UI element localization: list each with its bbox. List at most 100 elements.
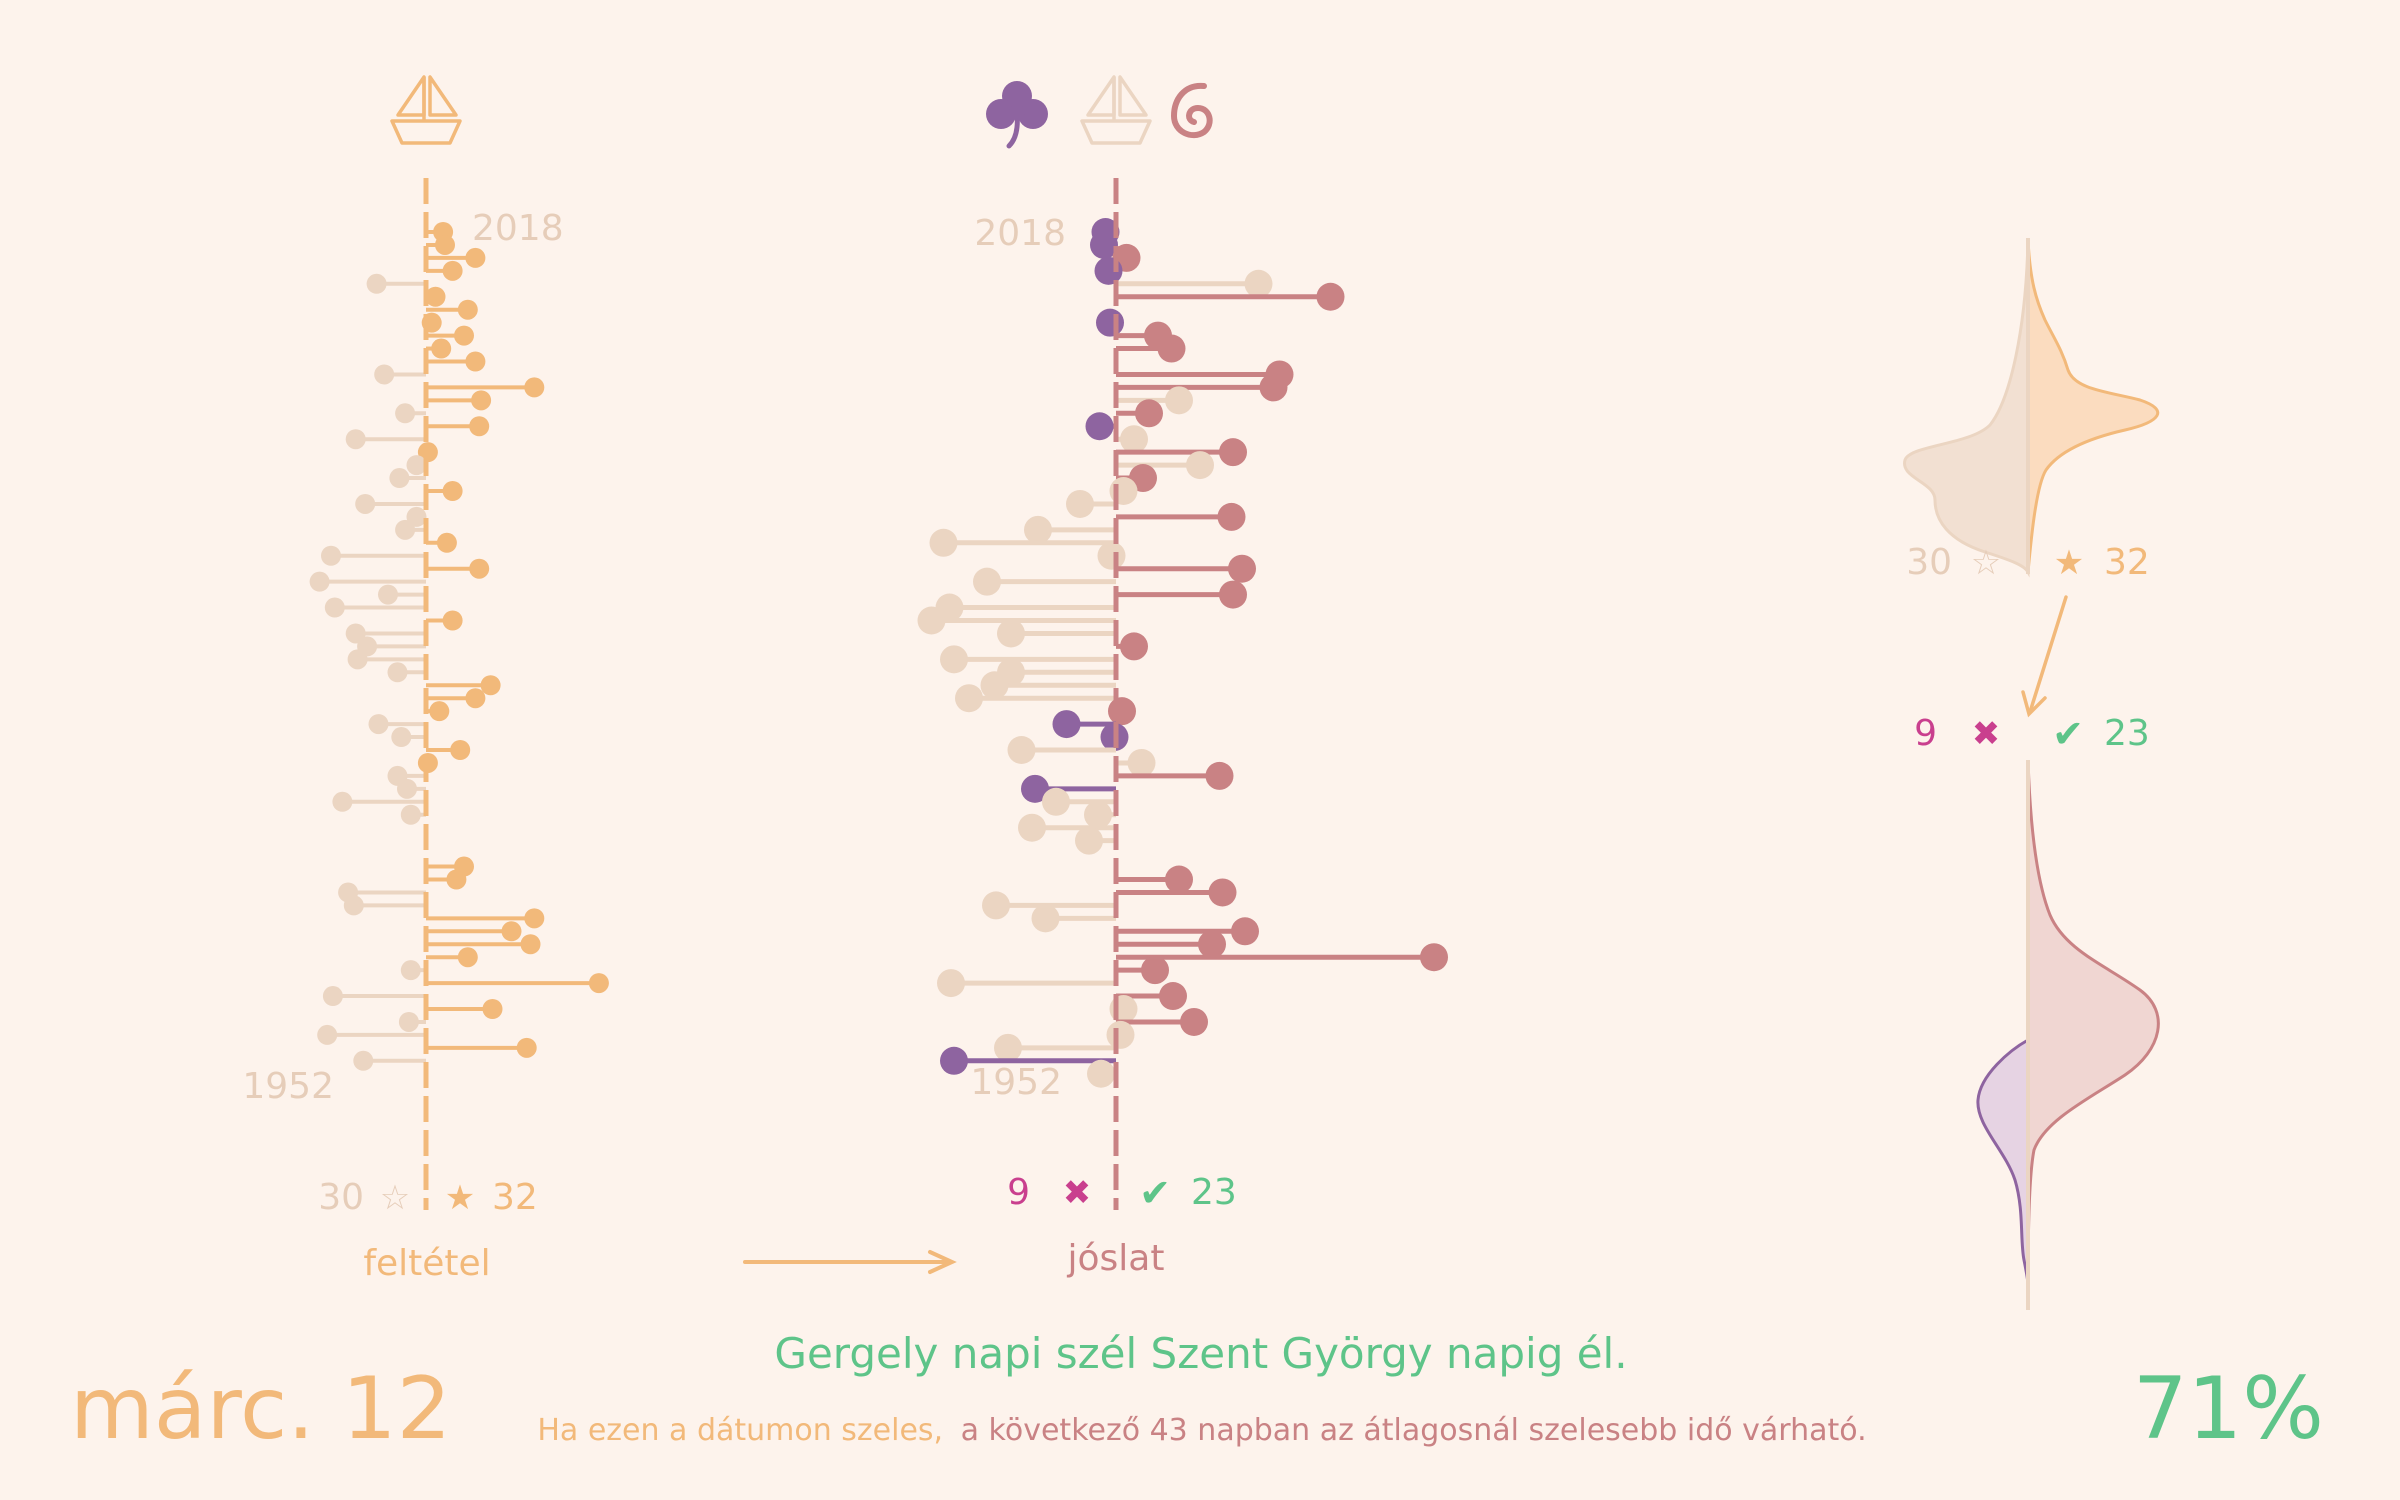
spiral-wind-icon (1170, 82, 1213, 139)
lollipop-point-2006 (1259, 373, 1288, 402)
lollipop-point-2002 (345, 429, 366, 450)
lollipop-point-1974 (332, 791, 353, 812)
lollipop-point-1956 (1106, 1020, 1135, 1049)
prediction-panel: 2018 1952 9 ✖ ✔ 23 jóslat (917, 178, 1448, 1279)
lollipop-point-1971 (1075, 826, 1103, 855)
lollipop-point-1978 (450, 740, 471, 760)
lollipop-point-1996 (1217, 502, 1246, 531)
lollipop-point-1968 (446, 869, 467, 890)
star-empty-icon: ☆ (380, 1178, 410, 1218)
lollipop-point-1995 (1024, 515, 1052, 544)
explanation-condition: Ha ezen a dátumon szeles, (537, 1413, 943, 1448)
lollipop-point-2007 (374, 364, 395, 385)
lollipop-point-1992 (1228, 554, 1256, 583)
lollipop-point-1977 (1127, 748, 1156, 777)
lollipop-point-2003 (1085, 412, 1114, 441)
lollipop-point-2010 (454, 325, 474, 346)
lollipop-point-1987 (345, 623, 366, 644)
lollipop-point-1973 (1084, 800, 1112, 829)
lollipop-point-1981 (429, 701, 450, 722)
lollipop-point-1955 (516, 1037, 537, 1058)
wrong-mark-icon: ✖ (1972, 714, 2001, 754)
correct-mark-icon: ✔ (2052, 712, 2084, 756)
lollipop-point-1981 (1108, 697, 1136, 726)
lollipop-point-2001 (1219, 438, 1247, 467)
lollipop-point-2000 (1186, 451, 1214, 480)
lollipop-point-2006 (524, 377, 545, 398)
lollipop-point-1957 (398, 1011, 419, 1032)
lollipop-point-1957 (1180, 1007, 1208, 1036)
lollipop-point-2002 (1120, 425, 1148, 454)
accuracy-value: 71% (2133, 1359, 2324, 1459)
lollipop-point-2017 (1090, 230, 1118, 259)
lollipop-point-1958 (482, 999, 503, 1019)
lollipop-point-1961 (1141, 956, 1169, 985)
lollipop-point-1954 (940, 1046, 968, 1075)
lollipop-point-1988 (917, 606, 946, 635)
lollipop-point-2003 (469, 416, 490, 437)
sailboat-icon (1080, 75, 1152, 145)
lollipop-point-2008 (465, 351, 486, 372)
lollipop-point-2005 (471, 390, 492, 411)
lollipop-point-1994 (436, 532, 457, 553)
lollipop-point-1965 (1031, 904, 1060, 933)
lollipop-point-2013 (425, 286, 446, 307)
windy-count: 32 (492, 1177, 538, 1218)
lollipop-point-2017 (435, 234, 455, 255)
lollipop-point-1983 (480, 675, 501, 696)
lollipop-point-1990 (378, 584, 398, 605)
lollipop-point-1988 (442, 610, 463, 631)
lollipop-point-1972 (1018, 813, 1046, 842)
year-bottom-label: 1952 (242, 1066, 334, 1107)
prediction-success-density (2026, 759, 2160, 1286)
lollipop-point-1995 (395, 519, 416, 540)
lollipop-point-1985 (347, 649, 368, 670)
lollipop-point-1980 (368, 714, 389, 735)
clover-icon (986, 81, 1048, 149)
correct-count: 23 (2104, 713, 2150, 754)
prediction-label: jóslat (1067, 1238, 1165, 1279)
down-arrow-icon (2021, 595, 2068, 718)
calm-count: 30 (318, 1177, 364, 1218)
lollipop-point-1979 (391, 727, 412, 748)
lollipop-point-1992 (469, 558, 490, 579)
lollipop-point-1953 (1087, 1059, 1115, 1088)
lollipop-point-1976 (1205, 761, 1234, 790)
lollipop-point-1989 (324, 597, 345, 618)
year-bottom-label: 1952 (970, 1062, 1062, 1103)
calm-count: 30 (1906, 542, 1952, 583)
lollipop-point-1987 (997, 619, 1025, 648)
arrow-icon (743, 1250, 957, 1274)
wrong-mark-icon: ✖ (1063, 1173, 1092, 1213)
lollipop-point-1965 (524, 908, 545, 929)
lollipop-point-2014 (1244, 269, 1273, 298)
lollipop-point-1986 (1120, 632, 1148, 661)
correct-mark-icon: ✔ (1139, 1171, 1171, 1215)
lollipop-point-1982 (955, 684, 983, 713)
lollipop-point-1997 (1066, 489, 1094, 518)
condition-panel: 2018 1952 30 ☆ ★ 32 feltétel (242, 178, 609, 1284)
lollipop-point-2004 (395, 403, 416, 424)
lollipop-point-1973 (400, 804, 421, 825)
correct-count: 23 (1191, 1172, 1237, 1213)
lollipop-point-1955 (994, 1033, 1022, 1062)
lollipop-point-1975 (397, 778, 417, 799)
lollipop-point-1980 (1052, 710, 1081, 739)
lollipop-point-2014 (366, 273, 387, 294)
year-top-label: 2018 (974, 213, 1066, 254)
condition-windy-density (2026, 239, 2160, 573)
lollipop-point-1959 (322, 986, 343, 1007)
lollipop-point-1991 (309, 571, 330, 592)
lollipop-point-1960 (588, 973, 609, 994)
star-empty-icon: ☆ (1971, 543, 2001, 583)
lollipop-point-2004 (1135, 399, 1163, 428)
proverb: Gergely napi szél Szent György napig él. (774, 1329, 1627, 1378)
star-filled-icon: ★ (2054, 543, 2084, 583)
lollipop-point-1991 (973, 567, 1001, 596)
lollipop-point-1993 (1097, 541, 1126, 570)
wrong-count: 9 (1007, 1172, 1030, 1213)
lollipop-point-1963 (520, 934, 541, 955)
condition-calm-density (1903, 239, 2030, 578)
lollipop-point-1984 (387, 662, 408, 683)
